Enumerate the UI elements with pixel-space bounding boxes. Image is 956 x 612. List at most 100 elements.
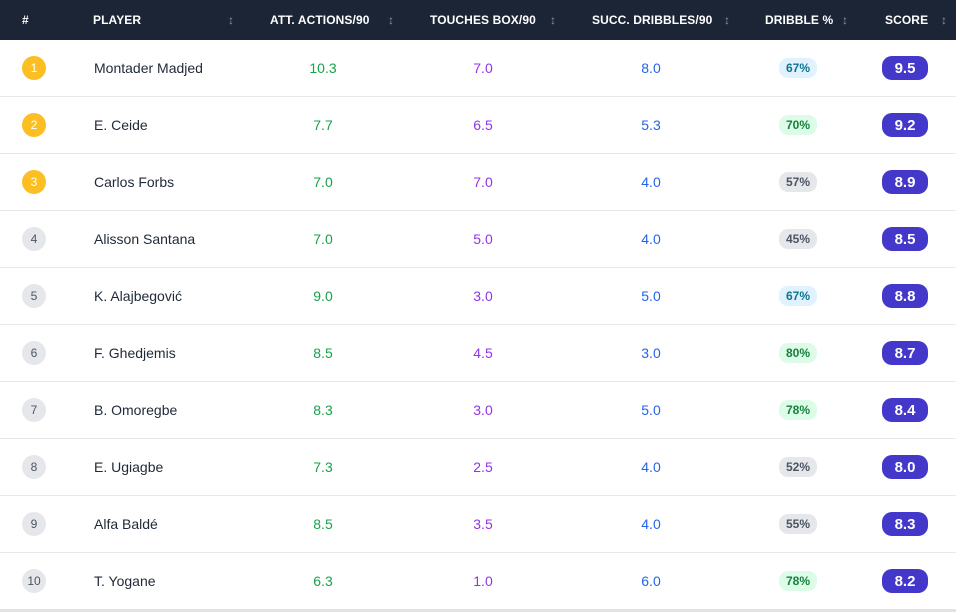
att-actions-value: 8.5 <box>313 516 333 532</box>
att-actions-value: 7.0 <box>313 231 333 247</box>
header-score[interactable]: SCORE <box>885 13 929 27</box>
succ-dribbles-value: 5.0 <box>641 288 661 304</box>
dribble-pct-cell: 55% <box>773 496 823 552</box>
score-badge: 8.0 <box>882 455 928 479</box>
rank-badge: 9 <box>22 512 46 536</box>
table-row[interactable]: 2 E. Ceide 7.7 6.5 5.3 70% 9.2 <box>0 97 956 154</box>
rank-badge: 10 <box>22 569 46 593</box>
touches-box-value: 5.0 <box>473 231 493 247</box>
table-row[interactable]: 3 Carlos Forbs 7.0 7.0 4.0 57% 8.9 <box>0 154 956 211</box>
att-actions-value: 10.3 <box>309 60 337 76</box>
score-badge: 8.5 <box>882 227 928 251</box>
score-badge: 8.2 <box>882 569 928 593</box>
rank-cell: 9 <box>22 496 46 552</box>
rank-cell: 5 <box>22 268 46 324</box>
touches-box-value: 3.0 <box>473 402 493 418</box>
sort-icon[interactable]: ↕ <box>724 13 730 27</box>
touches-box-value: 6.5 <box>473 117 493 133</box>
sort-icon[interactable]: ↕ <box>550 13 556 27</box>
score-cell: 8.7 <box>881 325 929 381</box>
table-row[interactable]: 7 B. Omoregbe 8.3 3.0 5.0 78% 8.4 <box>0 382 956 439</box>
score-cell: 8.0 <box>881 439 929 495</box>
table-row[interactable]: 9 Alfa Baldé 8.5 3.5 4.0 55% 8.3 <box>0 496 956 553</box>
player-name: B. Omoregbe <box>94 402 178 418</box>
rank-cell: 8 <box>22 439 46 495</box>
score-cell: 8.3 <box>881 496 929 552</box>
dribble-pct-cell: 78% <box>773 553 823 609</box>
rank-badge: 8 <box>22 455 46 479</box>
sort-icon[interactable]: ↕ <box>388 13 394 27</box>
table-row[interactable]: 5 K. Alajbegović 9.0 3.0 5.0 67% 8.8 <box>0 268 956 325</box>
succ-dribbles-value: 5.3 <box>641 117 661 133</box>
succ-dribbles-value: 3.0 <box>641 345 661 361</box>
dribble-pct-badge: 67% <box>778 286 818 306</box>
dribble-pct-badge: 80% <box>778 343 818 363</box>
rank-cell: 1 <box>22 40 46 96</box>
dribble-pct-cell: 70% <box>773 97 823 153</box>
dribble-pct-cell: 57% <box>773 154 823 210</box>
sort-icon[interactable]: ↕ <box>842 13 848 27</box>
att-actions-value: 7.0 <box>313 174 333 190</box>
score-cell: 8.2 <box>881 553 929 609</box>
dribble-pct-cell: 78% <box>773 382 823 438</box>
dribble-pct-badge: 78% <box>778 400 818 420</box>
att-actions-value: 9.0 <box>313 288 333 304</box>
att-actions-value: 8.3 <box>313 402 333 418</box>
table-row[interactable]: 4 Alisson Santana 7.0 5.0 4.0 45% 8.5 <box>0 211 956 268</box>
rank-cell: 7 <box>22 382 46 438</box>
succ-dribbles-value: 6.0 <box>641 573 661 589</box>
succ-dribbles-value: 4.0 <box>641 516 661 532</box>
header-succ-dribbles[interactable]: SUCC. DRIBBLES/90 <box>592 13 713 27</box>
score-cell: 8.5 <box>881 211 929 267</box>
player-name: E. Ugiagbe <box>94 459 164 475</box>
touches-box-value: 3.5 <box>473 516 493 532</box>
dribble-pct-cell: 52% <box>773 439 823 495</box>
header-rank[interactable]: # <box>22 13 29 27</box>
player-name: Alisson Santana <box>94 231 196 247</box>
header-player[interactable]: PLAYER <box>93 13 142 27</box>
score-cell: 9.5 <box>881 40 929 96</box>
att-actions-value: 7.3 <box>313 459 333 475</box>
player-name: Carlos Forbs <box>94 174 175 190</box>
touches-box-value: 2.5 <box>473 459 493 475</box>
player-name: F. Ghedjemis <box>94 345 176 361</box>
header-att-actions[interactable]: ATT. ACTIONS/90 <box>270 13 370 27</box>
rank-badge: 7 <box>22 398 46 422</box>
rank-badge: 3 <box>22 170 46 194</box>
rank-badge: 4 <box>22 227 46 251</box>
player-name: E. Ceide <box>94 117 148 133</box>
att-actions-value: 8.5 <box>313 345 333 361</box>
table-row[interactable]: 6 F. Ghedjemis 8.5 4.5 3.0 80% 8.7 <box>0 325 956 382</box>
score-cell: 8.9 <box>881 154 929 210</box>
table-row[interactable]: 1 Montader Madjed 10.3 7.0 8.0 67% 9.5 <box>0 40 956 97</box>
succ-dribbles-value: 5.0 <box>641 402 661 418</box>
att-actions-value: 6.3 <box>313 573 333 589</box>
dribble-pct-badge: 70% <box>778 115 818 135</box>
rank-cell: 3 <box>22 154 46 210</box>
rank-badge: 6 <box>22 341 46 365</box>
rank-cell: 10 <box>22 553 46 609</box>
rank-cell: 6 <box>22 325 46 381</box>
score-badge: 8.8 <box>882 284 928 308</box>
sort-icon[interactable]: ↕ <box>941 13 947 27</box>
score-badge: 9.5 <box>882 56 928 80</box>
dribble-pct-cell: 45% <box>773 211 823 267</box>
dribble-pct-cell: 80% <box>773 325 823 381</box>
score-badge: 8.9 <box>882 170 928 194</box>
player-name: K. Alajbegović <box>94 288 182 304</box>
touches-box-value: 1.0 <box>473 573 493 589</box>
rank-badge: 5 <box>22 284 46 308</box>
score-cell: 8.4 <box>881 382 929 438</box>
table-header: # PLAYER ↕ ATT. ACTIONS/90 ↕ TOUCHES BOX… <box>0 0 956 40</box>
header-touches-box[interactable]: TOUCHES BOX/90 <box>430 13 536 27</box>
player-name: Montader Madjed <box>94 60 203 76</box>
dribble-pct-badge: 45% <box>778 229 818 249</box>
header-dribble-pct[interactable]: DRIBBLE % <box>765 13 834 27</box>
rank-cell: 4 <box>22 211 46 267</box>
score-badge: 9.2 <box>882 113 928 137</box>
table-row[interactable]: 8 E. Ugiagbe 7.3 2.5 4.0 52% 8.0 <box>0 439 956 496</box>
sort-icon[interactable]: ↕ <box>228 13 234 27</box>
dribble-pct-badge: 52% <box>778 457 818 477</box>
dribble-pct-cell: 67% <box>773 268 823 324</box>
table-row[interactable]: 10 T. Yogane 6.3 1.0 6.0 78% 8.2 <box>0 553 956 609</box>
